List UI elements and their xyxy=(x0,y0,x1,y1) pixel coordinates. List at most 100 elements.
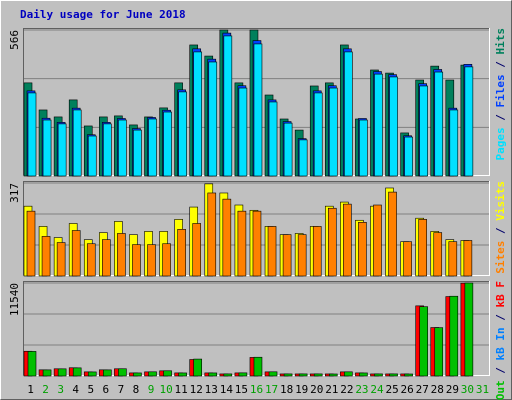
x-tick-label: 6 xyxy=(103,383,110,396)
bar xyxy=(27,92,37,177)
legend-separator: / xyxy=(494,308,507,328)
x-tick-label: 19 xyxy=(295,383,308,396)
bar xyxy=(374,373,383,377)
bar xyxy=(208,61,218,177)
x-tick-label: 5 xyxy=(87,383,94,396)
x-tick-label: 30 xyxy=(461,383,474,396)
bar xyxy=(103,123,112,177)
bar xyxy=(42,369,52,377)
bar xyxy=(118,119,127,177)
bar xyxy=(72,367,82,377)
x-tick-label: 27 xyxy=(416,383,429,396)
bar xyxy=(133,129,142,177)
bar xyxy=(344,51,353,177)
legend-separator: / xyxy=(494,108,507,128)
bar xyxy=(463,240,473,277)
legend-entry: kB Out xyxy=(494,380,507,400)
bar xyxy=(449,109,459,177)
bar xyxy=(238,372,248,377)
bar xyxy=(328,373,338,377)
x-tick-label: 11 xyxy=(175,383,188,396)
bar xyxy=(163,370,172,377)
bar xyxy=(297,234,307,277)
bar xyxy=(208,372,218,377)
bar xyxy=(419,85,428,177)
bar xyxy=(237,210,247,277)
x-tick-label: 14 xyxy=(220,383,234,396)
legend-entry: Visits xyxy=(494,181,507,221)
legend-entry: Hits xyxy=(494,28,507,55)
bar xyxy=(448,241,458,277)
legend-separator: / xyxy=(494,361,507,381)
bar xyxy=(253,43,263,177)
legend-entry: Sites xyxy=(494,241,507,274)
bar xyxy=(268,371,278,377)
x-tick-label: 12 xyxy=(190,383,203,396)
legend-separator: / xyxy=(494,55,507,75)
bar xyxy=(419,306,428,377)
bar xyxy=(434,327,444,377)
bar xyxy=(148,371,157,377)
bar xyxy=(132,244,141,277)
bar xyxy=(223,35,233,177)
bar xyxy=(87,371,97,377)
bar xyxy=(344,371,353,377)
bar xyxy=(207,192,217,277)
legend-separator: / xyxy=(494,221,507,241)
bar xyxy=(374,73,383,177)
bar xyxy=(253,356,263,377)
chart-title: Daily usage for June 2018 xyxy=(20,8,186,21)
plot-border-dark xyxy=(23,281,490,376)
legend: Sites / Visits xyxy=(494,181,507,274)
bar xyxy=(343,203,352,277)
bar xyxy=(223,373,233,377)
bar xyxy=(118,368,127,377)
bar xyxy=(283,122,293,177)
legend-entry: kB In xyxy=(494,327,507,360)
bar xyxy=(313,373,323,377)
bar xyxy=(72,109,82,177)
bar xyxy=(87,135,97,177)
x-tick-label: 7 xyxy=(118,383,125,396)
x-tick-label: 13 xyxy=(205,383,218,396)
bar xyxy=(162,243,171,277)
bar xyxy=(327,207,337,277)
plot-border-dark xyxy=(23,28,490,176)
bar xyxy=(56,242,66,277)
x-tick-label: 3 xyxy=(57,383,64,396)
legend-entry: Pages xyxy=(494,127,507,160)
x-tick-label: 2 xyxy=(42,383,49,396)
legend-entry: kB F xyxy=(494,281,507,308)
bar xyxy=(358,222,367,277)
bar xyxy=(177,229,186,277)
bar xyxy=(103,369,112,377)
bar xyxy=(102,239,111,277)
bar xyxy=(192,223,202,277)
bar xyxy=(464,66,474,177)
bar xyxy=(434,71,444,177)
plot-border-dark xyxy=(23,181,490,276)
x-tick-label: 26 xyxy=(401,383,414,396)
x-tick-label: 4 xyxy=(72,383,79,396)
bar xyxy=(313,92,323,177)
bar xyxy=(147,244,156,277)
y-tick-label: 566 xyxy=(8,30,21,50)
bar xyxy=(117,233,126,277)
bar xyxy=(298,139,308,177)
bar xyxy=(403,241,412,277)
legend: kB Out / kB In / kB F xyxy=(494,281,507,400)
x-tick-label: 18 xyxy=(280,383,293,396)
x-tick-label: 8 xyxy=(133,383,140,396)
x-tick-label: 1 xyxy=(27,383,34,396)
bar xyxy=(312,226,322,277)
bar xyxy=(57,368,67,377)
bar xyxy=(404,373,413,377)
x-tick-label: 16 xyxy=(250,383,263,396)
bar xyxy=(148,118,157,177)
bar xyxy=(86,243,96,277)
x-tick-label: 29 xyxy=(446,383,459,396)
x-tick-label: 9 xyxy=(148,383,155,396)
legend: Pages / Files / Hits xyxy=(494,28,507,161)
